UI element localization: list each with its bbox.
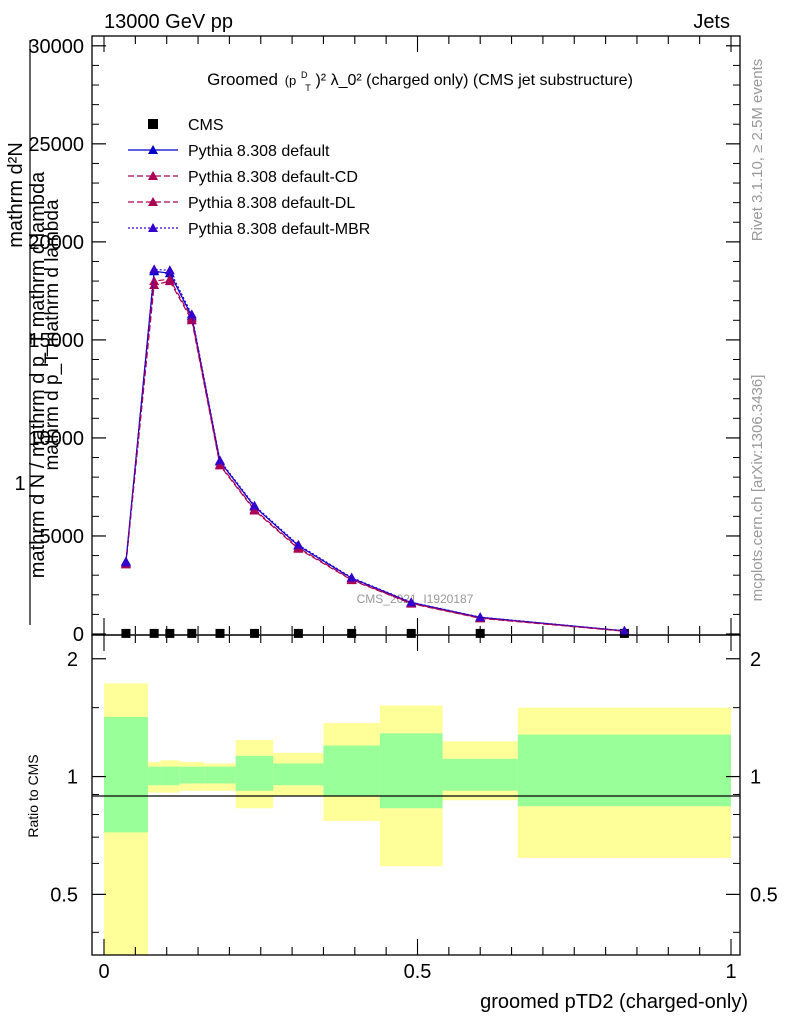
title-formula: (p bbox=[285, 73, 297, 88]
ratio-band-inner bbox=[273, 763, 324, 786]
legend-cms-marker bbox=[148, 119, 158, 129]
ratio-band-inner bbox=[517, 734, 731, 807]
series-line bbox=[125, 278, 625, 632]
cms-data-point bbox=[187, 628, 197, 638]
rivet-label: Rivet 3.1.10, ≥ 2.5M events bbox=[749, 59, 766, 242]
series-marker bbox=[293, 539, 304, 549]
ratio-bands bbox=[104, 683, 731, 955]
main-ytick-label: 0 bbox=[73, 624, 84, 646]
ratio-band-inner bbox=[179, 766, 205, 784]
ratio-band-inner bbox=[379, 733, 443, 809]
ratio-band-inner bbox=[147, 766, 161, 786]
series-marker bbox=[346, 572, 357, 582]
main-series bbox=[120, 264, 630, 638]
cms-data-point bbox=[149, 628, 159, 638]
cms-data-point bbox=[121, 628, 131, 638]
ratio-band-inner bbox=[204, 766, 236, 784]
x-axis-label: groomed pTD2 (charged-only) bbox=[480, 991, 748, 1013]
series-line bbox=[125, 280, 625, 632]
cms-data-point bbox=[165, 628, 175, 638]
series-marker bbox=[619, 625, 630, 635]
legend-label: Pythia 8.308 default-MBR bbox=[188, 221, 370, 238]
ratio-ylabel: Ratio to CMS bbox=[25, 754, 41, 837]
cms-data-point bbox=[249, 628, 259, 638]
series-marker bbox=[149, 264, 160, 274]
series-marker bbox=[164, 274, 175, 284]
x-tick-label: 0.5 bbox=[404, 961, 432, 983]
main-ytick-label: 30000 bbox=[28, 36, 84, 58]
y-axis-title: 1 mathrm d N / mathrm d p_T mathrm d lam… bbox=[5, 40, 63, 625]
main-ytick-label: 5000 bbox=[40, 526, 85, 548]
ylabel-a: mathrm d N / mathrm d p_T mathrm d lambd… bbox=[27, 171, 49, 578]
ratio-ytick-label-right: 1 bbox=[750, 767, 761, 789]
title-prefix: Groomed bbox=[207, 70, 278, 89]
legend-marker bbox=[148, 223, 158, 232]
cms-data-point bbox=[215, 628, 225, 638]
main-ytick-label: 25000 bbox=[28, 134, 84, 156]
ratio-ytick-label-right: 0.5 bbox=[750, 884, 778, 906]
series-marker bbox=[186, 309, 197, 319]
main-ticks bbox=[92, 36, 740, 635]
main-ytick-labels: 0 5000 10000 15000 20000 25000 30000 bbox=[28, 36, 84, 646]
series-marker bbox=[214, 455, 225, 465]
main-ytick-label: 10000 bbox=[28, 428, 84, 450]
series-line bbox=[125, 268, 625, 632]
ratio-ytick-labels: 0.5 0.5 1 1 2 2 bbox=[50, 649, 778, 907]
ratio-ticks bbox=[92, 635, 740, 955]
main-ytick-label: 20000 bbox=[28, 232, 84, 254]
ratio-band-inner bbox=[235, 755, 274, 791]
series-line bbox=[125, 270, 625, 632]
x-tick-labels: 0 0.5 1 bbox=[98, 961, 736, 983]
ratio-band-inner bbox=[160, 766, 180, 786]
main-title: Groomed (p D T )² λ_0² (charged only) (C… bbox=[207, 63, 633, 95]
legend-label: CMS bbox=[188, 117, 224, 134]
title-sup: D bbox=[301, 70, 308, 80]
ratio-frame bbox=[91, 634, 741, 956]
series-marker bbox=[406, 597, 417, 607]
svg-text:Groomed (p D: Groomed (p D T )² λ_0² (charged only) (C… bbox=[207, 63, 633, 95]
main-panel: 0 5000 10000 15000 20000 25000 30000 CMS_2021_… bbox=[28, 35, 741, 646]
series-marker bbox=[164, 265, 175, 275]
ylabel-b: mathrm d²N bbox=[5, 142, 27, 248]
series-marker bbox=[475, 612, 486, 622]
x-tick-label: 0 bbox=[98, 961, 109, 983]
ratio-band-inner bbox=[323, 745, 380, 797]
cms-data-point bbox=[475, 628, 485, 638]
ratio-band-inner bbox=[104, 716, 148, 833]
series-marker bbox=[249, 500, 260, 510]
legend-label: Pythia 8.308 default-DL bbox=[188, 195, 355, 212]
ratio-ytick-label: 1 bbox=[67, 767, 78, 789]
legend-label: Pythia 8.308 default bbox=[188, 143, 330, 160]
legend-marker bbox=[148, 171, 158, 180]
watermark: CMS_2021_I1920187 bbox=[357, 592, 474, 606]
cms-data-point bbox=[406, 628, 416, 638]
series-marker bbox=[120, 557, 131, 567]
ratio-ytick-label: 2 bbox=[67, 649, 78, 671]
title-sub: T bbox=[305, 83, 311, 93]
x-tick-label: 1 bbox=[725, 961, 736, 983]
ratio-ytick-label-right: 2 bbox=[750, 649, 761, 671]
ratio-panel: 0.5 0.51 12 2 Ratio to CMS 0 0.5 1 groomed pT… bbox=[25, 634, 778, 1013]
legend: CMS Pythia 8.308 default Pythia 8.308 defa… bbox=[128, 117, 370, 238]
legend-marker bbox=[148, 145, 158, 154]
cms-data-point bbox=[347, 628, 357, 638]
main-ytick-label: 15000 bbox=[28, 330, 84, 352]
legend-marker bbox=[148, 197, 158, 206]
header-left: 13000 GeV pp bbox=[104, 11, 233, 33]
ylabel-top: 1 bbox=[14, 473, 25, 495]
series-marker bbox=[149, 276, 160, 286]
title-tail: )² λ_0² (charged only) (CMS jet substruc… bbox=[315, 72, 632, 89]
mcplots-label: mcplots.cern.ch [arXiv:1306.3436] bbox=[749, 375, 766, 602]
cms-data-point bbox=[293, 628, 303, 638]
ratio-band-inner bbox=[442, 758, 518, 791]
legend-label: Pythia 8.308 default-CD bbox=[188, 169, 358, 186]
ylabel-c: mathrm d p_T mathrm d lambda bbox=[42, 199, 63, 470]
header-right: Jets bbox=[693, 11, 730, 33]
ratio-ytick-label: 0.5 bbox=[50, 884, 78, 906]
